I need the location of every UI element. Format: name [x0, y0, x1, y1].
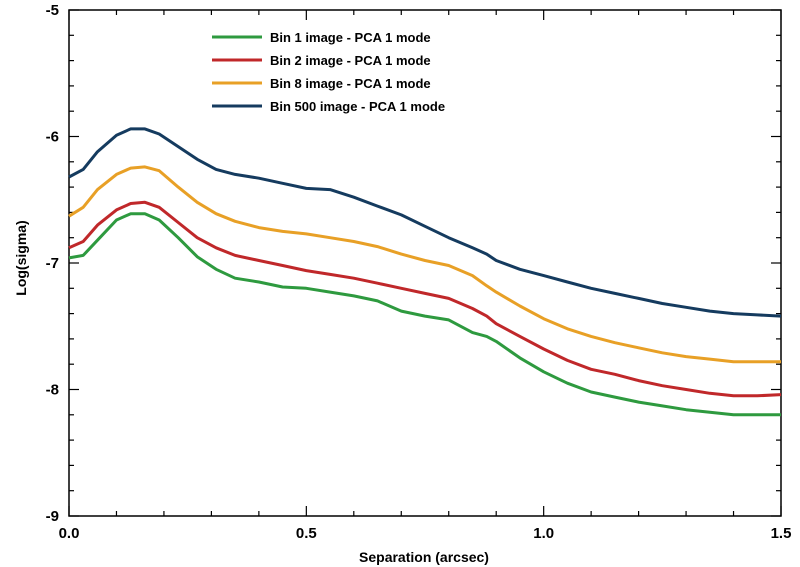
x-tick-label: 1.0 — [533, 525, 554, 542]
series-line-4 — [68, 127, 782, 318]
legend-label-4: Bin 500 image - PCA 1 mode — [270, 99, 445, 114]
x-tick-label: 1.5 — [771, 525, 792, 542]
y-tick-label: -6 — [46, 129, 59, 146]
legend-label-3: Bin 8 image - PCA 1 mode — [270, 76, 431, 91]
y-tick-label: -8 — [46, 382, 59, 399]
series-line-1 — [68, 212, 781, 417]
legend-label-2: Bin 2 image - PCA 1 mode — [270, 53, 431, 68]
x-tick-label: 0.5 — [296, 525, 317, 542]
y-axis-label: Log(sigma) — [13, 220, 29, 295]
x-tick-label: 0.0 — [59, 525, 80, 542]
y-tick-label: -5 — [46, 2, 59, 19]
y-tick-label: -9 — [46, 508, 59, 525]
series-line-2 — [68, 200, 782, 398]
x-axis-label: Separation (arcsec) — [359, 549, 489, 565]
legend-label-1: Bin 1 image - PCA 1 mode — [270, 30, 431, 45]
y-tick-label: -7 — [46, 255, 59, 272]
series-line-3 — [68, 165, 781, 364]
